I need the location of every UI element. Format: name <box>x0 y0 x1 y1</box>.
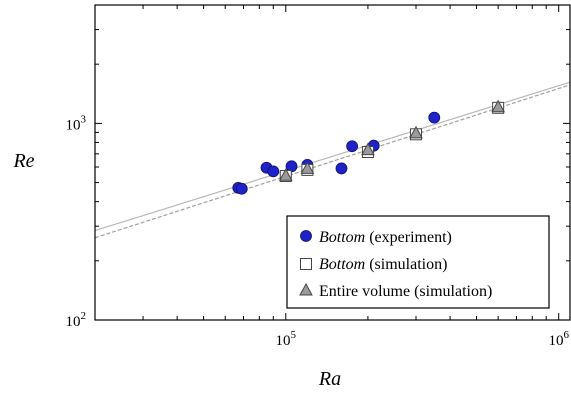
y-tick-label: 102 <box>66 310 87 330</box>
ticks-layer <box>94 4 570 321</box>
legend-marker-entire-volume <box>299 282 313 296</box>
y-tick-label-exponent: 3 <box>81 113 87 125</box>
x-tick-label-base: 10 <box>276 333 291 349</box>
series-circle <box>232 111 441 195</box>
x-tick-label-base: 10 <box>548 333 563 349</box>
x-tick-label: 106 <box>548 329 569 349</box>
data-point-entire-volume <box>278 168 293 181</box>
data-point-experiment <box>267 165 280 178</box>
x-tick-label-exponent: 6 <box>563 329 569 341</box>
data-point-experiment <box>346 140 359 153</box>
data-point-experiment <box>235 182 248 195</box>
legend-marker-bottom-simulation <box>300 258 312 270</box>
legend-label-bottom-simulation-rest: (simulation) <box>365 256 447 273</box>
y-tick-label: 103 <box>66 113 87 133</box>
series-triangle <box>278 99 505 181</box>
x-tick-label: 105 <box>276 329 297 349</box>
data-point-entire-volume <box>409 125 423 139</box>
legend-box <box>286 215 550 309</box>
x-axis-title: Ra <box>318 368 341 390</box>
series-layer <box>232 99 505 195</box>
legend-label-bottom-simulation-italic: Bottom <box>319 256 365 273</box>
legend: Bottom (experiment) Bottom (simulation) … <box>286 215 550 309</box>
fit-line-solid <box>94 81 571 232</box>
legend-label-experiment-italic: Bottom <box>319 229 365 246</box>
x-tick-label-exponent: 5 <box>291 329 297 341</box>
fit-lines <box>94 81 571 239</box>
legend-label-bottom-simulation: Bottom (simulation) <box>319 256 447 273</box>
data-point-entire-volume <box>361 142 375 156</box>
data-point-experiment <box>428 111 441 124</box>
y-axis-title: Re <box>12 150 34 172</box>
y-tick-label-exponent: 2 <box>81 310 87 322</box>
legend-marker-experiment <box>300 230 312 242</box>
legend-label-entire-volume: Entire volume (simulation) <box>319 283 492 300</box>
data-point-experiment <box>335 162 348 175</box>
fit-line-dashed <box>94 84 571 239</box>
plot-frame <box>94 4 571 321</box>
legend-label-experiment: Bottom (experiment) <box>319 229 452 246</box>
data-point-entire-volume <box>300 161 315 174</box>
data-point-entire-volume <box>491 99 505 113</box>
y-tick-label-base: 10 <box>66 117 81 133</box>
y-tick-label-base: 10 <box>66 314 81 330</box>
legend-label-experiment-rest: (experiment) <box>365 229 452 246</box>
